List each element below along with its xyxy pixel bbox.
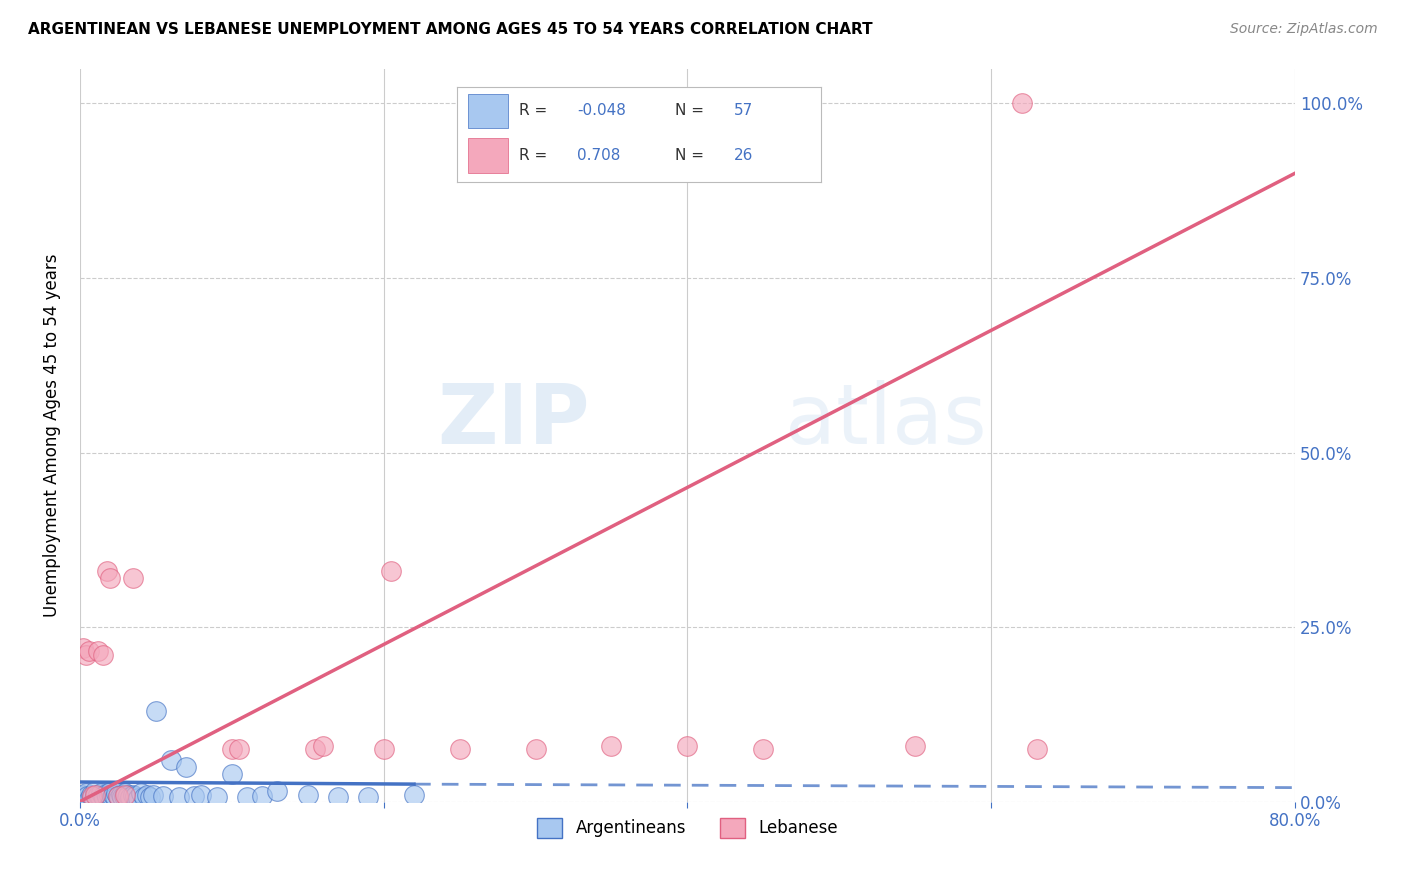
Point bbox=[75, 786, 97, 800]
Point bbox=[152, 789, 174, 803]
Point bbox=[236, 789, 259, 804]
Legend: Argentineans, Lebanese: Argentineans, Lebanese bbox=[530, 811, 844, 845]
Point bbox=[380, 564, 402, 578]
Point bbox=[228, 742, 250, 756]
Point bbox=[124, 789, 146, 803]
Point bbox=[103, 788, 125, 802]
Point bbox=[160, 753, 183, 767]
Point bbox=[297, 789, 319, 803]
Point bbox=[167, 789, 190, 804]
Point bbox=[104, 789, 127, 804]
Point bbox=[122, 571, 145, 585]
Point bbox=[373, 742, 395, 756]
Point bbox=[114, 786, 136, 800]
Point bbox=[87, 788, 110, 802]
Point bbox=[72, 640, 94, 655]
Point bbox=[135, 789, 157, 803]
Point bbox=[174, 759, 197, 773]
Point bbox=[190, 789, 212, 803]
Point bbox=[110, 788, 132, 802]
Text: atlas: atlas bbox=[785, 380, 987, 461]
Point bbox=[100, 790, 122, 805]
Point bbox=[112, 789, 135, 803]
Point bbox=[129, 786, 152, 800]
Point bbox=[79, 789, 101, 803]
Point bbox=[304, 742, 326, 756]
Point bbox=[221, 766, 243, 780]
Point bbox=[77, 644, 100, 658]
Point bbox=[93, 791, 115, 805]
Point bbox=[90, 786, 112, 800]
Point bbox=[142, 788, 165, 802]
Point bbox=[80, 789, 103, 803]
Point bbox=[357, 789, 380, 804]
Point bbox=[183, 789, 205, 803]
Point bbox=[77, 792, 100, 806]
Text: ARGENTINEAN VS LEBANESE UNEMPLOYMENT AMONG AGES 45 TO 54 YEARS CORRELATION CHART: ARGENTINEAN VS LEBANESE UNEMPLOYMENT AMO… bbox=[28, 22, 873, 37]
Point bbox=[676, 739, 699, 753]
Point bbox=[326, 790, 349, 805]
Point bbox=[96, 789, 118, 804]
Point bbox=[98, 571, 121, 585]
Point bbox=[87, 644, 110, 658]
Point bbox=[97, 789, 120, 803]
Point bbox=[94, 787, 117, 801]
Point bbox=[70, 789, 93, 803]
Point bbox=[132, 789, 155, 804]
Point bbox=[449, 742, 471, 756]
Point bbox=[266, 784, 288, 798]
Point bbox=[73, 791, 96, 805]
Point bbox=[98, 785, 121, 799]
Point bbox=[1011, 96, 1033, 111]
Point bbox=[84, 788, 107, 802]
Point bbox=[904, 739, 927, 753]
Point bbox=[96, 564, 118, 578]
Point bbox=[114, 788, 136, 802]
Point bbox=[91, 789, 114, 803]
Point bbox=[139, 790, 162, 805]
Point bbox=[1025, 742, 1047, 756]
Point bbox=[111, 790, 134, 805]
Point bbox=[86, 789, 108, 804]
Point bbox=[118, 790, 141, 805]
Point bbox=[107, 789, 129, 803]
Point bbox=[83, 791, 105, 805]
Text: ZIP: ZIP bbox=[437, 380, 591, 461]
Point bbox=[115, 789, 138, 804]
Text: Source: ZipAtlas.com: Source: ZipAtlas.com bbox=[1230, 22, 1378, 37]
Point bbox=[89, 790, 111, 805]
Point bbox=[127, 791, 149, 805]
Point bbox=[145, 704, 167, 718]
Point bbox=[105, 786, 128, 800]
Point bbox=[108, 791, 131, 805]
Point bbox=[221, 742, 243, 756]
Point bbox=[752, 742, 775, 756]
Point bbox=[250, 789, 273, 803]
Point bbox=[312, 739, 335, 753]
Point bbox=[122, 788, 145, 802]
Point bbox=[91, 648, 114, 662]
Point bbox=[76, 789, 98, 803]
Point bbox=[107, 789, 129, 803]
Y-axis label: Unemployment Among Ages 45 to 54 years: Unemployment Among Ages 45 to 54 years bbox=[44, 253, 60, 616]
Point bbox=[75, 648, 97, 662]
Point bbox=[205, 790, 228, 805]
Point bbox=[72, 788, 94, 802]
Point bbox=[600, 739, 623, 753]
Point bbox=[84, 784, 107, 798]
Point bbox=[80, 790, 103, 805]
Point bbox=[402, 788, 425, 802]
Point bbox=[524, 742, 547, 756]
Point bbox=[117, 789, 139, 803]
